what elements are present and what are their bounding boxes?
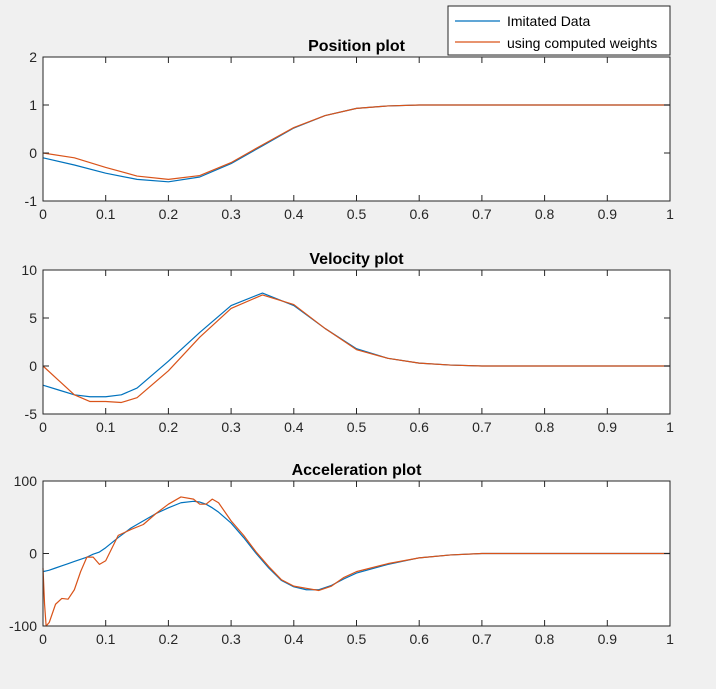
- x-tick-label: 0.9: [598, 206, 618, 222]
- x-tick-label: 0.8: [535, 631, 555, 647]
- x-tick-label: 0.3: [221, 206, 241, 222]
- y-tick-label: 5: [29, 310, 37, 326]
- x-tick-label: 0.3: [221, 631, 241, 647]
- x-tick-label: 0.9: [598, 419, 618, 435]
- acceleration-plot: 0 0.1 0.2 0.3 0.4 0.5 0.6 0.7 0.8 0.9 1-1000100Acc…: [9, 462, 674, 647]
- y-tick-label: 0: [29, 546, 37, 562]
- plot-area: [43, 270, 670, 414]
- y-tick-label: 2: [29, 49, 37, 65]
- y-tick-label: 1: [29, 97, 37, 113]
- y-tick-label: -5: [25, 406, 38, 422]
- legend-label-imitated: Imitated Data: [507, 13, 590, 29]
- y-tick-label: 10: [21, 262, 37, 278]
- x-tick-label: 0.1: [96, 206, 116, 222]
- x-tick-label: 0.8: [535, 419, 555, 435]
- series-line-computed: [42, 496, 670, 627]
- y-tick-label: -100: [9, 618, 37, 634]
- x-tick-label: 0.4: [284, 631, 304, 647]
- x-tick-label: 0.7: [472, 419, 492, 435]
- legend-label-computed: using computed weights: [507, 35, 657, 51]
- x-tick-label: 0.6: [409, 206, 429, 222]
- x-tick-label: 0.6: [409, 631, 429, 647]
- x-tick-label: 0.4: [284, 206, 304, 222]
- chart-title: Acceleration plot: [292, 462, 422, 479]
- y-tick-label: 0: [29, 358, 37, 374]
- x-tick-label: 0.3: [221, 419, 241, 435]
- x-tick-label: 1: [666, 206, 674, 222]
- x-tick-label: 0: [39, 206, 47, 222]
- x-tick-label: 0.5: [347, 631, 367, 647]
- x-tick-label: 0.1: [96, 631, 116, 647]
- position-plot: 0 0.1 0.2 0.3 0.4 0.5 0.6 0.7 0.8 0.9 1-1012Positi…: [25, 38, 675, 222]
- chart-title: Position plot: [308, 38, 406, 55]
- x-tick-label: 0.5: [347, 206, 367, 222]
- x-tick-label: 0.4: [284, 419, 304, 435]
- x-tick-label: 0: [39, 631, 47, 647]
- y-tick-label: 100: [14, 473, 38, 489]
- x-tick-label: 0.1: [96, 419, 116, 435]
- x-tick-label: 0.9: [598, 631, 618, 647]
- x-tick-label: 0: [39, 419, 47, 435]
- x-tick-label: 0.2: [159, 419, 179, 435]
- legend-box: [447, 5, 671, 56]
- y-tick-label: -1: [25, 193, 38, 209]
- x-tick-label: 0.2: [159, 631, 179, 647]
- legend[interactable]: Imitated Data using computed weights: [447, 5, 671, 56]
- x-tick-label: 0.6: [409, 419, 429, 435]
- y-tick-label: 0: [29, 145, 37, 161]
- series-line-computed: [42, 294, 670, 404]
- velocity-plot: 0 0.1 0.2 0.3 0.4 0.5 0.6 0.7 0.8 0.9 1-50510Veloc…: [21, 251, 674, 435]
- series-line-computed: [42, 104, 670, 180]
- x-tick-label: 0.8: [535, 206, 555, 222]
- x-tick-label: 1: [666, 631, 674, 647]
- x-tick-label: 1: [666, 419, 674, 435]
- series-line-imitated: [42, 500, 670, 591]
- x-tick-label: 0.7: [472, 206, 492, 222]
- x-tick-label: 0.5: [347, 419, 367, 435]
- chart-title: Velocity plot: [309, 251, 404, 268]
- x-tick-label: 0.7: [472, 631, 492, 647]
- x-tick-label: 0.2: [159, 206, 179, 222]
